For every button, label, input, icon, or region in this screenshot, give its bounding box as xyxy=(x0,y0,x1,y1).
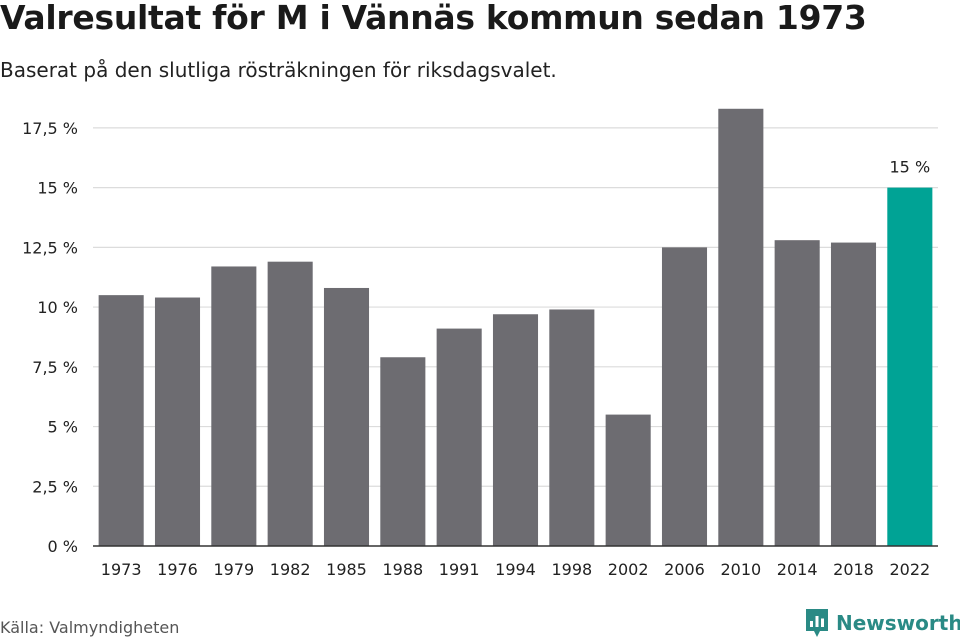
bar-2022 xyxy=(887,187,933,546)
x-tick-label: 1991 xyxy=(439,560,480,579)
y-tick-label: 5 % xyxy=(48,418,78,437)
source-note: Källa: Valmyndigheten xyxy=(0,618,180,637)
x-tick-label: 1982 xyxy=(270,560,311,579)
x-axis-labels: 1973 1976 1979 1982 1985 1988 1991 1994 1998 2002… xyxy=(101,560,930,579)
y-tick-label: 15 % xyxy=(37,179,78,198)
bar-1994 xyxy=(492,314,539,546)
bar-1973 xyxy=(98,295,144,546)
bar-1988 xyxy=(380,357,426,546)
chart-subtitle: Baserat på den slutliga rösträkningen fö… xyxy=(0,58,557,82)
bar-1976 xyxy=(154,297,201,546)
x-tick-label: 2018 xyxy=(833,560,874,579)
x-tick-label: 2022 xyxy=(889,560,930,579)
x-tick-label: 1988 xyxy=(382,560,423,579)
y-tick-label: 12,5 % xyxy=(22,238,78,257)
x-tick-label: 1998 xyxy=(551,560,592,579)
brand-name: Newsworthy xyxy=(836,611,960,635)
x-tick-label: 1985 xyxy=(326,560,367,579)
y-tick-label: 7,5 % xyxy=(32,358,78,377)
bar-chart: 0 % 2,5 % 5 % 7,5 % 10 % 12,5 % 15 % 17,5 % 197… xyxy=(22,108,938,579)
y-axis-labels: 0 % 2,5 % 5 % 7,5 % 10 % 12,5 % 15 % 17,5 % xyxy=(22,119,78,556)
bar-1982 xyxy=(267,261,313,546)
bar-2018 xyxy=(830,242,877,546)
bar-1979 xyxy=(211,266,257,546)
bar-1998 xyxy=(549,309,595,546)
bar-2014 xyxy=(774,240,820,546)
x-tick-label: 2006 xyxy=(664,560,705,579)
x-tick-label: 1976 xyxy=(157,560,198,579)
newsworthy-logo-icon xyxy=(806,609,828,637)
x-tick-label: 2014 xyxy=(777,560,818,579)
y-tick-label: 17,5 % xyxy=(22,119,78,138)
y-tick-label: 0 % xyxy=(48,537,78,556)
bar-2010 xyxy=(718,108,764,546)
x-tick-label: 2010 xyxy=(720,560,761,579)
chart-title: Valresultat för M i Vännäs kommun sedan … xyxy=(0,0,867,37)
highlight-value-label: 15 % xyxy=(890,158,931,177)
y-tick-label: 2,5 % xyxy=(32,477,78,496)
x-tick-label: 1994 xyxy=(495,560,536,579)
bar-2002 xyxy=(605,414,651,546)
x-tick-label: 2002 xyxy=(608,560,649,579)
y-tick-label: 10 % xyxy=(37,298,78,317)
brand-logo[interactable]: Newsworthy xyxy=(804,606,960,640)
x-tick-label: 1973 xyxy=(101,560,142,579)
bars xyxy=(98,108,933,546)
bar-1985 xyxy=(323,287,370,546)
bar-1991 xyxy=(436,328,482,546)
bar-2006 xyxy=(661,247,708,546)
x-tick-label: 1979 xyxy=(213,560,254,579)
